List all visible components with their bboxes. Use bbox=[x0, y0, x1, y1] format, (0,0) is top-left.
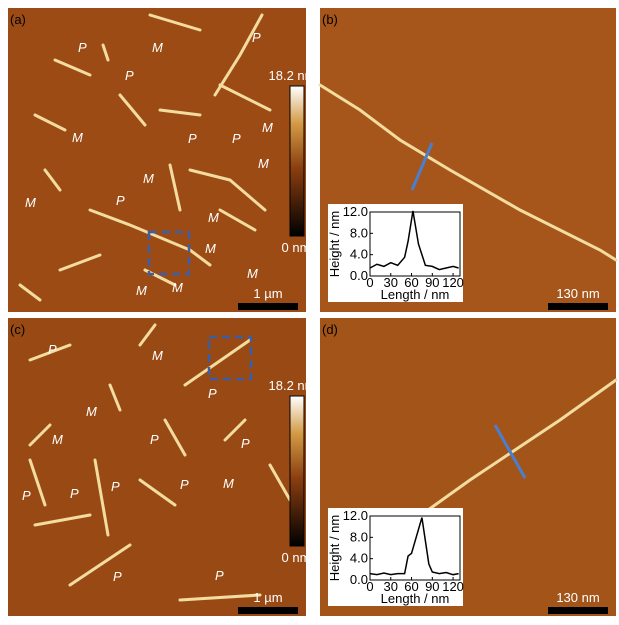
annotation: P bbox=[78, 40, 87, 55]
annotation: M bbox=[258, 156, 269, 171]
annotation: P bbox=[111, 479, 120, 494]
plot-frame bbox=[369, 515, 461, 581]
y-tick-label: 8.0 bbox=[350, 529, 368, 544]
annotation: M bbox=[223, 476, 234, 491]
annotation: P bbox=[150, 432, 159, 447]
x-axis-label: Length / nm bbox=[381, 591, 450, 606]
scale-bar-label: 1 µm bbox=[253, 286, 282, 301]
y-tick-label: 8.0 bbox=[350, 225, 368, 240]
annotation: P bbox=[215, 568, 224, 583]
annotation: P bbox=[208, 386, 217, 401]
scale-bar bbox=[238, 303, 298, 310]
colorbar-min: 0 nm bbox=[282, 240, 311, 255]
annotation: M bbox=[172, 280, 183, 295]
annotation: P bbox=[113, 569, 122, 584]
x-tick-label: 90 bbox=[425, 275, 439, 290]
annotation: M bbox=[152, 348, 163, 363]
annotation: M bbox=[52, 432, 63, 447]
annotation: M bbox=[136, 283, 147, 298]
annotation: M bbox=[86, 404, 97, 419]
annotation: P bbox=[252, 30, 261, 45]
annotation: P bbox=[116, 193, 125, 208]
scale-bar-label: 1 µm bbox=[253, 590, 282, 605]
y-axis-label: Height / nm bbox=[327, 515, 342, 581]
panel-label: (a) bbox=[10, 12, 26, 27]
panel-label: (b) bbox=[322, 12, 338, 27]
scale-bar-label: 130 nm bbox=[556, 590, 599, 605]
plot-frame bbox=[369, 211, 461, 277]
colorbar bbox=[289, 395, 305, 547]
annotation: P bbox=[70, 486, 79, 501]
y-tick-label: 0.0 bbox=[350, 268, 368, 283]
inset bbox=[328, 204, 463, 302]
zoom-box bbox=[147, 230, 191, 276]
annotation: M bbox=[205, 241, 216, 256]
annotation: M bbox=[262, 120, 273, 135]
annotation: M bbox=[208, 210, 219, 225]
annotation: P bbox=[22, 488, 31, 503]
afm-image bbox=[8, 8, 306, 312]
annotation: M bbox=[143, 171, 154, 186]
annotation: P bbox=[232, 131, 241, 146]
profile bbox=[369, 210, 459, 271]
profile-line bbox=[410, 142, 434, 191]
x-tick-label: 30 bbox=[384, 275, 398, 290]
annotation: M bbox=[72, 130, 83, 145]
annotation: M bbox=[152, 40, 163, 55]
scale-bar bbox=[238, 607, 298, 614]
annotation: P bbox=[125, 68, 134, 83]
scale-bar bbox=[548, 303, 608, 310]
x-tick-label: 0 bbox=[366, 579, 373, 594]
fibers bbox=[18, 13, 618, 602]
profile bbox=[369, 517, 459, 576]
y-tick-label: 12.0 bbox=[343, 204, 368, 219]
y-tick-label: 4.0 bbox=[350, 551, 368, 566]
annotation: P bbox=[48, 342, 57, 357]
annotation: M bbox=[25, 195, 36, 210]
x-tick-label: 90 bbox=[425, 579, 439, 594]
y-tick-label: 0.0 bbox=[350, 572, 368, 587]
panel-label: (d) bbox=[322, 322, 338, 337]
scale-bar-label: 130 nm bbox=[556, 286, 599, 301]
colorbar-min: 0 nm bbox=[282, 550, 311, 565]
annotation: P bbox=[180, 477, 189, 492]
annotation: P bbox=[241, 436, 250, 451]
y-tick-label: 12.0 bbox=[343, 508, 368, 523]
colorbar-max: 18.2 nm bbox=[269, 378, 316, 393]
y-axis-label: Height / nm bbox=[327, 211, 342, 277]
inset bbox=[328, 508, 463, 606]
scale-bar bbox=[548, 607, 608, 614]
x-axis-label: Length / nm bbox=[381, 287, 450, 302]
y-tick-label: 4.0 bbox=[350, 247, 368, 262]
colorbar bbox=[289, 85, 305, 237]
x-tick-label: 60 bbox=[404, 579, 418, 594]
x-tick-label: 60 bbox=[404, 275, 418, 290]
colorbar-max: 18.2 nm bbox=[269, 68, 316, 83]
panel-label: (c) bbox=[10, 322, 25, 337]
x-tick-label: 120 bbox=[442, 579, 464, 594]
zoom-box bbox=[207, 335, 253, 381]
profile-line bbox=[493, 424, 527, 479]
annotation: M bbox=[247, 266, 258, 281]
annotation: P bbox=[188, 131, 197, 146]
x-tick-label: 120 bbox=[442, 275, 464, 290]
x-tick-label: 0 bbox=[366, 275, 373, 290]
afm-image bbox=[8, 318, 306, 616]
x-tick-label: 30 bbox=[384, 579, 398, 594]
